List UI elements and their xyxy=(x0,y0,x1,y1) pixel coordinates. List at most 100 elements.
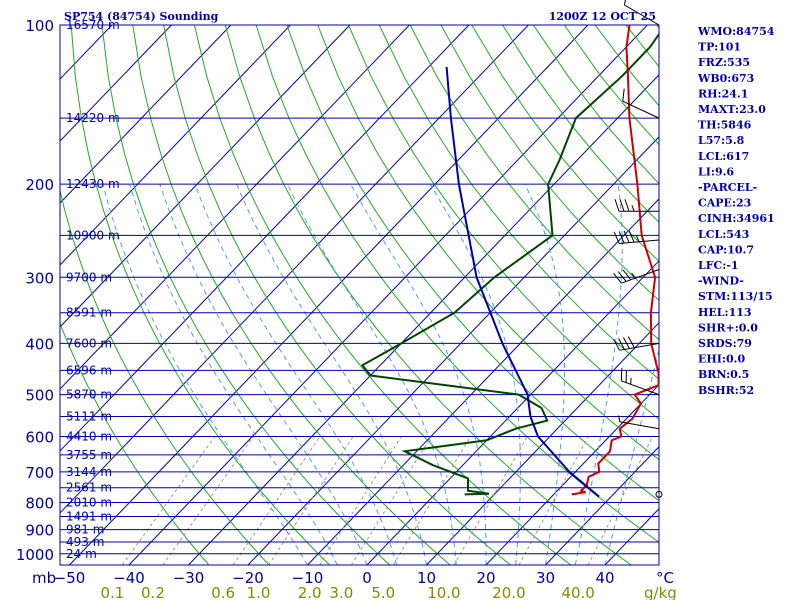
pressure-label: 800 xyxy=(25,495,54,513)
mixing-ratio-label: 0.6 xyxy=(211,584,235,600)
index-item: TH:5846 xyxy=(698,119,752,132)
mixing-ratio-line xyxy=(453,436,528,565)
dry-adiabat-line xyxy=(101,25,391,565)
pressure-label: 700 xyxy=(25,464,54,482)
moist-adiabat-line xyxy=(574,184,623,565)
index-item: FRZ:535 xyxy=(698,56,750,69)
isotherm-line xyxy=(69,25,589,565)
height-label: 10900 m xyxy=(66,228,120,242)
pressure-label: 400 xyxy=(25,335,54,353)
index-item: HEL:113 xyxy=(698,306,752,319)
isotherm-line xyxy=(60,25,470,452)
mixing-ratio-line xyxy=(587,436,654,565)
y-axis-unit: mb xyxy=(32,569,56,587)
chart-title: SP754 (84754) Sounding xyxy=(64,10,219,23)
wind-barb xyxy=(614,199,659,212)
temperature-label: −50 xyxy=(54,569,86,587)
index-item: WB0:673 xyxy=(697,72,754,85)
pressure-label: 200 xyxy=(25,176,54,194)
moist-adiabat-line xyxy=(429,183,521,565)
index-item: LCL:543 xyxy=(698,228,749,241)
wind-barb xyxy=(613,230,660,244)
isotherm-line xyxy=(366,260,659,565)
index-item: BRN:0.5 xyxy=(698,368,749,381)
temperature-label: 10 xyxy=(417,569,436,587)
height-labels: 16570 m 14220 m 12430 m 10900 m 9700 m 8591 m… xyxy=(66,18,120,561)
index-item: -WIND- xyxy=(698,275,744,288)
dry-adiabat-line xyxy=(471,25,659,262)
profiles xyxy=(360,25,659,498)
mixing-ratio-label: 40.0 xyxy=(561,584,594,600)
index-item: -PARCEL- xyxy=(698,181,757,194)
temperature-profile xyxy=(571,25,659,496)
dry-adiabat-line xyxy=(60,188,270,565)
wind-barbs xyxy=(613,0,663,498)
dry-adiabat-line xyxy=(409,25,659,341)
moist-adiabat-line xyxy=(350,183,487,565)
height-label: 1491 m xyxy=(66,509,112,523)
isotherm-line xyxy=(426,322,659,565)
index-item: CAP:10.7 xyxy=(698,243,754,256)
moist-adiabat-line xyxy=(159,184,368,565)
index-item: BSHR:52 xyxy=(698,384,754,397)
height-label: 24 m xyxy=(66,547,97,561)
dry-adiabat-line xyxy=(224,25,632,565)
pressure-label: 900 xyxy=(25,522,54,540)
index-item: LI:9.6 xyxy=(698,165,734,178)
mixing-ratio-line xyxy=(392,436,472,565)
background-lines xyxy=(0,25,659,565)
temperature-label: −10 xyxy=(292,569,324,587)
isotherm-line xyxy=(60,25,172,142)
index-item: L57:5.8 xyxy=(698,134,745,147)
index-item: MAXT:23.0 xyxy=(698,103,766,116)
height-label: 2010 m xyxy=(66,496,112,510)
mixing-ratio-line xyxy=(162,436,254,565)
dry-adiabat-line xyxy=(286,25,659,502)
height-label: 5870 m xyxy=(66,388,112,402)
mixing-ratio-unit: g/kg xyxy=(644,584,677,600)
mixing-ratio-line xyxy=(121,436,216,565)
height-label: 6596 m xyxy=(66,363,112,377)
mixing-ratio-label: 20.0 xyxy=(492,584,525,600)
height-label: 12430 m xyxy=(66,177,120,191)
dry-adiabat-line xyxy=(317,25,659,461)
isotherm-line xyxy=(60,25,351,328)
height-label: 493 m xyxy=(66,535,104,549)
temperature-label: −20 xyxy=(232,569,264,587)
height-label: 9700 m xyxy=(66,270,112,284)
plot-frame xyxy=(59,24,660,566)
mixing-ratio-label: 5.0 xyxy=(371,584,395,600)
mixing-ratio-label: 10.0 xyxy=(427,584,460,600)
mixing-ratio-label: 2.0 xyxy=(298,584,322,600)
height-label: 5111 m xyxy=(66,410,112,424)
pressure-label: 1000 xyxy=(16,546,54,564)
index-item: WMO:84754 xyxy=(697,25,775,38)
isotherm-line xyxy=(60,25,529,514)
calm-wind-marker xyxy=(655,490,663,498)
mixing-ratio-label: 1.0 xyxy=(247,584,271,600)
index-item: RH:24.1 xyxy=(698,87,748,100)
mixing-ratio-line xyxy=(350,436,432,565)
isobar-lines xyxy=(60,24,659,555)
isotherm-line xyxy=(545,446,659,565)
pressure-label: 600 xyxy=(25,428,54,446)
wind-barb xyxy=(623,0,660,26)
height-label: 14220 m xyxy=(66,111,120,125)
moist-adiabat-line xyxy=(102,184,308,565)
mixing-ratio-line xyxy=(232,436,321,565)
isotherm-line xyxy=(0,25,52,565)
pressure-label: 300 xyxy=(25,269,54,287)
dry-adiabat-line xyxy=(255,25,659,543)
height-label: 8591 m xyxy=(66,306,112,320)
temperature-label: 0 xyxy=(362,569,372,587)
height-label: 4410 m xyxy=(66,429,112,443)
index-item: LFC:-1 xyxy=(698,259,739,272)
index-item: EHI:0.0 xyxy=(698,353,745,366)
height-label: 3755 m xyxy=(66,448,112,462)
index-item: LCL:617 xyxy=(698,150,749,163)
isotherm-line xyxy=(60,25,291,266)
dry-adiabat-line xyxy=(440,25,659,301)
wind-barb xyxy=(613,269,660,284)
moist-adiabat-line xyxy=(129,184,338,565)
moist-adiabat-line xyxy=(236,184,427,565)
